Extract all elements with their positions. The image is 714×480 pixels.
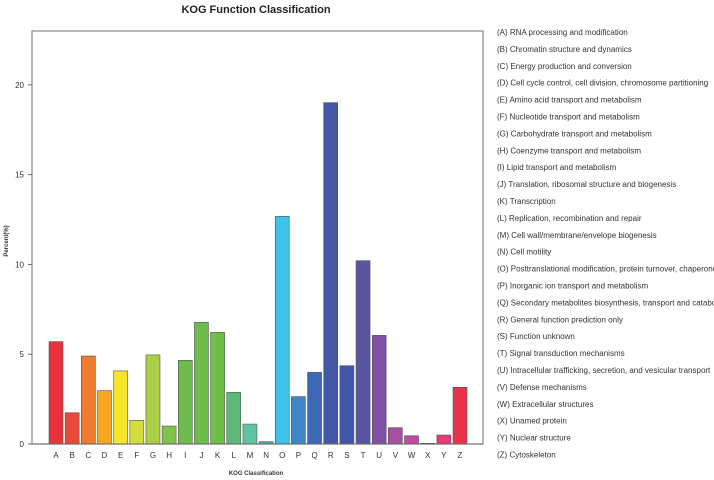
y-tick-label: 20: [15, 81, 24, 90]
legend-entry: (A) RNA processing and modification: [497, 28, 628, 37]
bar-D: [97, 390, 112, 445]
legend-entry: (G) Carbohydrate transport and metabolis…: [497, 129, 652, 138]
x-tick-label: K: [215, 451, 221, 460]
x-tick-label: D: [102, 451, 108, 460]
x-tick-label: G: [150, 451, 156, 460]
bar-P: [291, 396, 306, 445]
bar-F: [129, 419, 145, 445]
x-tick-label: C: [85, 451, 91, 460]
legend-entry: (R) General function prediction only: [497, 315, 623, 324]
y-tick-label: 10: [15, 260, 24, 269]
legend-entry: (J) Translation, ribosomal structure and…: [497, 180, 676, 189]
legend-entry: (Z) Cytoskeleton: [497, 451, 556, 460]
x-tick-label: F: [134, 451, 139, 460]
bar-B: [64, 412, 80, 445]
bar-A: [48, 341, 64, 445]
legend-entry: (L) Replication, recombination and repai…: [497, 214, 642, 223]
bar-Q: [307, 372, 322, 445]
x-tick-label: P: [296, 451, 301, 460]
bar-S: [339, 365, 355, 445]
x-tick-label: V: [393, 451, 399, 460]
chart-title: KOG Function Classification: [181, 4, 330, 16]
bar-E: [113, 370, 128, 445]
bar-W: [404, 435, 419, 445]
x-tick-label: Q: [311, 451, 317, 460]
legend-entry: (S) Function unknown: [497, 332, 575, 341]
bar-I: [177, 360, 193, 445]
legend-entry: (N) Cell motility: [497, 248, 551, 257]
x-tick-label: X: [425, 451, 431, 460]
legend-entry: (U) Intracellular trafficking, secretion…: [497, 366, 711, 375]
x-tick-label: E: [118, 451, 123, 460]
x-tick-label: I: [184, 451, 186, 460]
legend-entry: (M) Cell wall/membrane/envelope biogenes…: [497, 231, 657, 240]
x-tick-label: L: [232, 451, 237, 460]
bar-R: [323, 102, 339, 445]
x-tick-label: Z: [458, 451, 463, 460]
bar-H: [161, 425, 177, 445]
bar-V: [388, 427, 403, 445]
x-tick-label: B: [69, 451, 74, 460]
bar-G: [145, 354, 161, 445]
legend-entry: (P) Inorganic ion transport and metaboli…: [497, 282, 649, 291]
y-tick-label: 0: [20, 440, 25, 449]
legend-entry: (B) Chromatin structure and dynamics: [497, 45, 632, 54]
legend-entry: (X) Unamed protein: [497, 417, 567, 426]
x-tick-label: H: [166, 451, 172, 460]
x-tick-label: U: [376, 451, 382, 460]
bar-M: [242, 423, 258, 445]
x-tick-label: O: [279, 451, 285, 460]
x-tick-label: R: [328, 451, 334, 460]
y-axis-label: Percent(%): [4, 225, 10, 256]
bar-L: [226, 391, 242, 445]
legend-entry: (Y) Nuclear structure: [497, 434, 571, 443]
legend-entry: (K) Transcription: [497, 197, 556, 206]
bar-K: [210, 332, 225, 445]
y-tick-label: 15: [15, 171, 24, 180]
legend-entry: (I) Lipid transport and metabolism: [497, 163, 617, 172]
x-tick-label: Y: [441, 451, 447, 460]
legend-entry: (E) Amino acid transport and metabolism: [497, 96, 642, 105]
legend-entry: (W) Extracellular structures: [497, 400, 593, 409]
legend-entry: (O) Posttranslational modification, prot…: [497, 265, 714, 274]
x-tick-label: S: [344, 451, 349, 460]
bar-Y: [436, 434, 452, 445]
legend-entry: (C) Energy production and conversion: [497, 62, 632, 71]
x-tick-label: T: [361, 451, 366, 460]
legend-entry: (H) Coenzyme transport and metabolism: [497, 146, 641, 155]
legend-entry: (F) Nucleotide transport and metabolism: [497, 113, 640, 122]
bar-Z: [452, 386, 468, 445]
x-tick-label: J: [199, 451, 203, 460]
x-tick-label: A: [53, 451, 59, 460]
legend-entry: (Q) Secondary metabolites biosynthesis, …: [497, 298, 714, 307]
legend-entry: (V) Defense mechanisms: [497, 383, 587, 392]
bar-C: [81, 355, 96, 445]
bar-O: [274, 216, 290, 445]
x-tick-label: W: [408, 451, 416, 460]
bar-J: [194, 321, 209, 445]
y-tick-label: 5: [20, 350, 25, 359]
legend-entry: (D) Cell cycle control, cell division, c…: [497, 79, 708, 88]
x-tick-label: N: [263, 451, 269, 460]
x-axis-label: KOG Classification: [229, 471, 284, 477]
plot-frame: [31, 30, 484, 445]
bar-T: [355, 260, 371, 445]
legend-entry: (T) Signal transduction mechanisms: [497, 349, 625, 358]
bar-U: [371, 335, 387, 445]
x-tick-label: M: [247, 451, 254, 460]
